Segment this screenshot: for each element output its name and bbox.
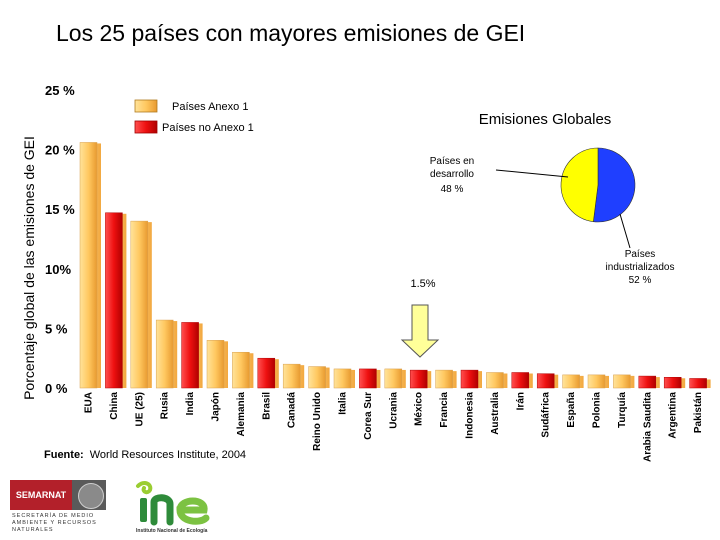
legend-label-annex1: Países Anexo 1 [172, 101, 248, 113]
y-tick-label-0: 0 % [45, 381, 68, 396]
bar-22 [638, 375, 657, 389]
x-tick-label-2: UE (25) [134, 392, 145, 426]
y-axis-label: Porcentaje global de las emisiones de GE… [21, 136, 37, 400]
pie-pointer-developing [495, 169, 569, 178]
x-tick-label-9: Reino Unido [312, 392, 323, 451]
legend-swatch-annex1 [134, 99, 158, 113]
chart-title: Los 25 países con mayores emisiones de G… [56, 20, 526, 46]
bar-6 [232, 351, 250, 389]
bar-18 [536, 373, 555, 389]
bar-24 [689, 378, 707, 389]
x-tick-label-5: Japón [211, 392, 222, 421]
y-tick-label-3: 15 % [45, 202, 75, 217]
mexico-arrow [400, 304, 440, 358]
x-tick-label-23: Argentina [668, 392, 679, 439]
pie-label-industrial-1: Países [625, 249, 656, 260]
x-tick-label-4: India [185, 392, 196, 416]
mexico-seal-icon [78, 483, 104, 509]
x-tick-label-6: Alemania [236, 392, 247, 437]
bar-15 [460, 369, 479, 389]
x-tick-label-16: Australia [490, 392, 501, 435]
bar-4 [181, 322, 199, 389]
bar-13 [409, 369, 428, 389]
x-tick-label-8: Canadá [287, 392, 298, 429]
source-text: World Resources Institute, 2004 [89, 449, 247, 461]
bar-3 [155, 319, 174, 389]
mexico-value-label: 1.5% [410, 278, 435, 290]
legend-swatch-non-annex1 [134, 120, 158, 134]
x-tick-label-24: Pakistán [693, 392, 704, 433]
inset-title: Emisiones Globales [479, 111, 612, 128]
pie-pointer-industrial [619, 213, 631, 249]
ine-subtitle: Instituto Nacional de Ecología [136, 528, 208, 534]
bar-2 [130, 220, 149, 389]
bar-16 [486, 372, 504, 389]
bar-23 [663, 377, 682, 389]
bar-11 [359, 368, 377, 389]
x-tick-label-13: México [414, 392, 425, 426]
y-tick-label-5: 25 % [45, 83, 75, 98]
semarnat-name: SEMARNAT [10, 480, 72, 510]
pie-label-developing-3: 48 % [441, 184, 464, 195]
x-tick-label-1: China [109, 392, 120, 420]
semarnat-subtitle: SECRETARÍA DE MEDIO AMBIENTE Y RECURSOS … [12, 513, 97, 533]
x-tick-label-15: Indonesia [465, 392, 476, 439]
ine-logo: Instituto Nacional de Ecología [130, 478, 240, 540]
x-tick-label-18: Sudáfrica [541, 392, 552, 438]
y-tick-label-2: 10% [45, 262, 71, 277]
x-tick-label-12: Ucrania [388, 392, 399, 429]
pie-slice-0 [560, 147, 599, 223]
y-tick-label-4: 20 % [45, 143, 75, 158]
ine-logo-mark [136, 481, 210, 526]
bar-20 [587, 374, 606, 389]
bar-12 [384, 368, 403, 389]
x-tick-label-10: Italia [338, 392, 349, 415]
x-tick-label-11: Corea Sur [363, 392, 374, 440]
bar-21 [613, 374, 631, 389]
source-label: Fuente: [44, 449, 84, 461]
pie-inset [560, 147, 636, 223]
pie-label-developing-2: desarrollo [430, 169, 474, 180]
x-tick-label-14: Francia [439, 392, 450, 428]
bar-0 [79, 142, 98, 389]
pie-label-developing-1: Países en [430, 156, 474, 167]
x-tick-label-0: EUA [84, 392, 95, 413]
x-tick-label-20: Polonia [592, 392, 603, 429]
x-tick-label-3: Rusia [160, 392, 171, 420]
bar-9 [308, 366, 326, 389]
bar-1 [105, 212, 123, 389]
bar-8 [282, 363, 301, 389]
bar-14 [435, 369, 453, 389]
pie-label-industrial-2: industrializados [606, 262, 675, 273]
bar-5 [206, 340, 225, 389]
pie-label-industrial-3: 52 % [629, 275, 652, 286]
bar-10 [333, 368, 352, 389]
x-tick-label-7: Brasil [261, 392, 272, 420]
x-tick-label-17: Irán [515, 392, 526, 410]
y-tick-labels: 0 % 5 % 10% 15 % 20 % 25 % [45, 83, 75, 396]
source-note: Fuente: World Resources Institute, 2004 [44, 449, 246, 461]
x-tick-labels: EUA China UE (25) Rusia India Japón Alemania Br… [84, 392, 705, 462]
x-tick-label-22: Arabia Saudita [642, 392, 653, 462]
legend-label-non-annex1: Países no Anexo 1 [162, 122, 254, 134]
bar-7 [257, 357, 276, 389]
y-tick-label-1: 5 % [45, 321, 68, 336]
semarnat-logo: SEMARNAT SECRETARÍA DE MEDIO AMBIENTE Y … [10, 480, 106, 536]
bar-19 [562, 374, 580, 389]
x-tick-label-19: España [566, 392, 577, 428]
bars [79, 142, 707, 389]
bar-17 [511, 372, 530, 389]
x-tick-label-21: Turquía [617, 392, 628, 428]
pie-slice-1 [593, 147, 636, 223]
